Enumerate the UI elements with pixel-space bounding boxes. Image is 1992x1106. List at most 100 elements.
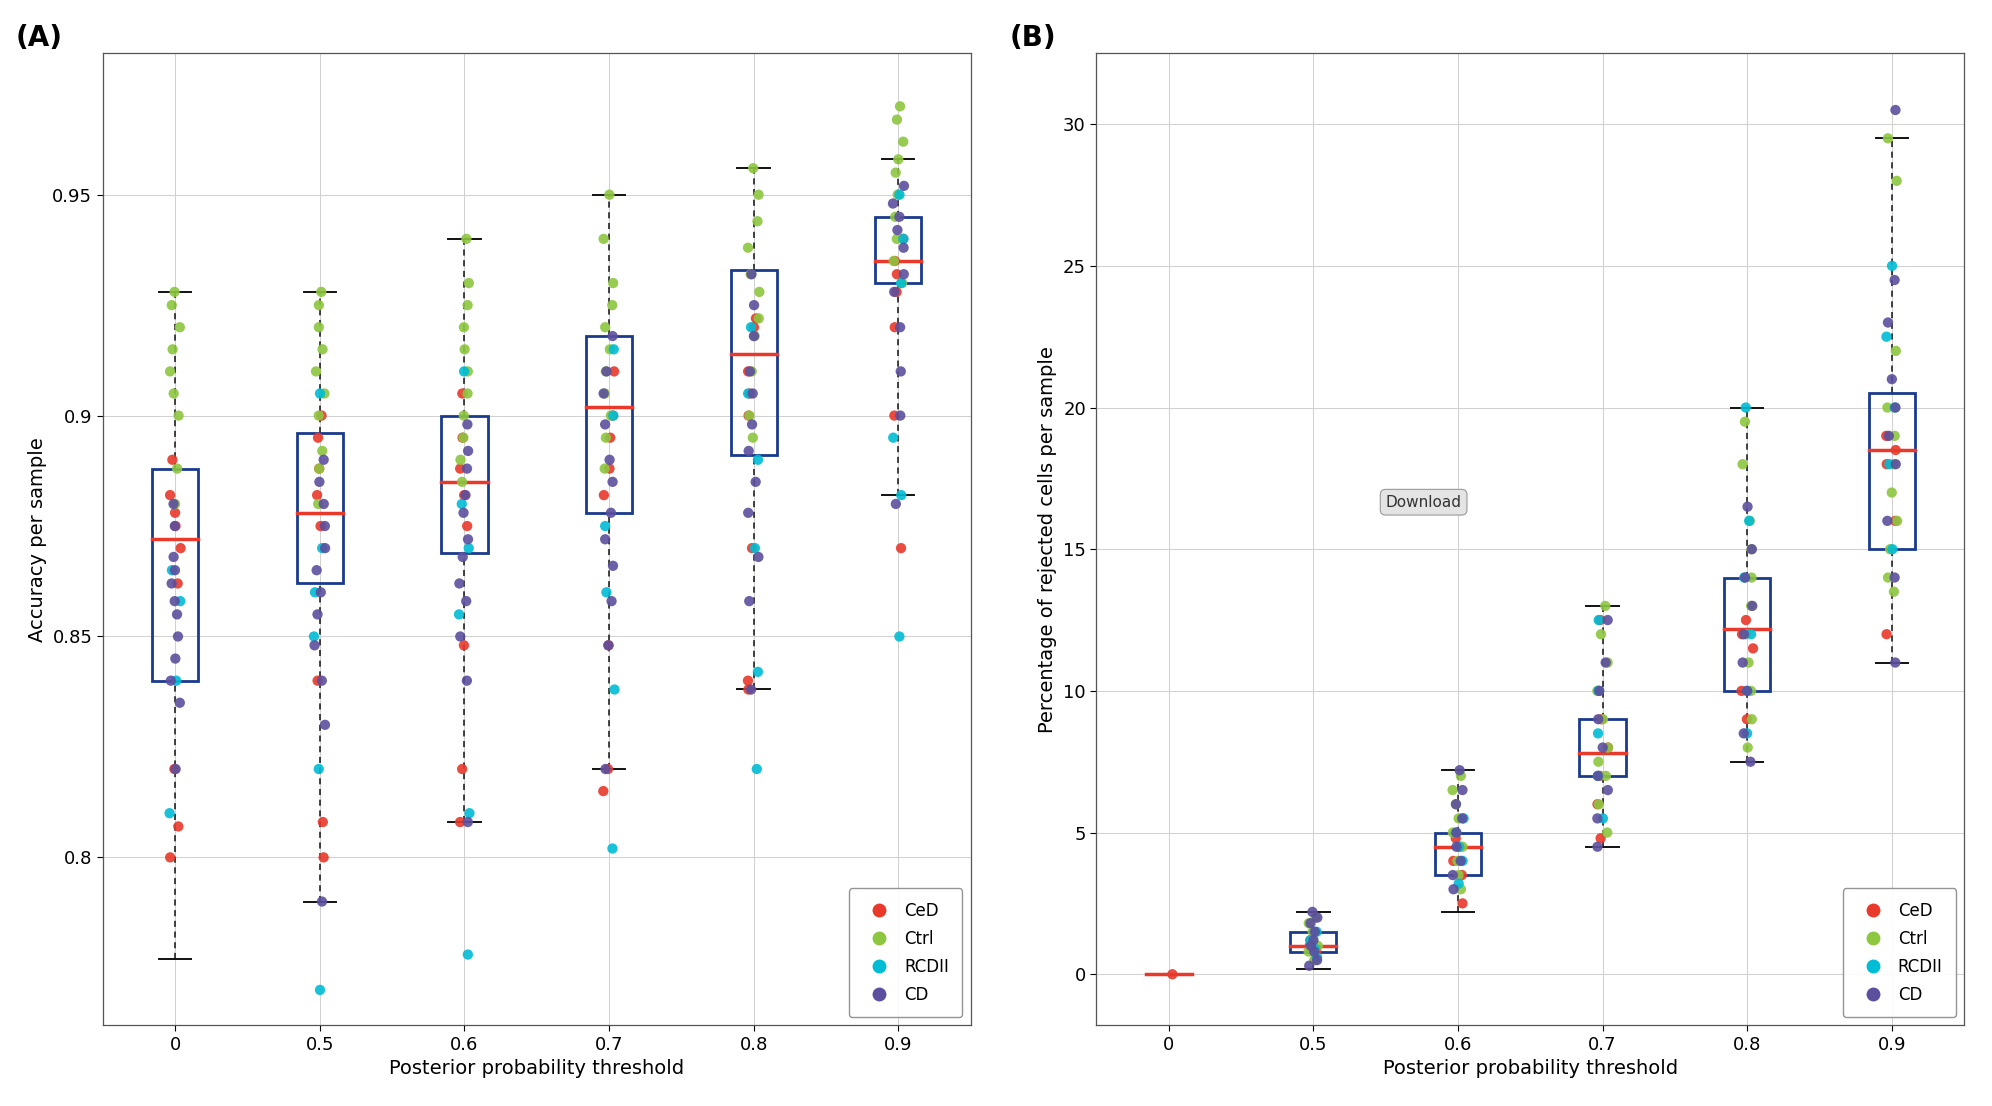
Point — [1880, 342, 1912, 359]
Point — [1444, 880, 1476, 898]
Point — [733, 385, 765, 403]
Point — [444, 575, 476, 593]
Point — [301, 606, 333, 624]
Point — [733, 442, 765, 460]
Point — [1582, 724, 1614, 742]
Point — [153, 363, 185, 380]
Point — [1872, 456, 1904, 473]
Point — [299, 584, 331, 602]
Point — [1301, 949, 1333, 967]
Point — [452, 813, 484, 831]
Point — [1878, 654, 1910, 671]
Point — [1436, 824, 1468, 842]
Point — [301, 671, 333, 689]
Point — [1444, 768, 1476, 785]
Point — [450, 671, 482, 689]
Point — [588, 230, 620, 248]
Point — [307, 442, 339, 460]
Point — [163, 407, 195, 425]
Point — [1448, 810, 1480, 827]
Point — [594, 460, 625, 478]
Point — [1727, 625, 1759, 643]
Point — [1878, 271, 1910, 289]
Point — [598, 341, 629, 358]
Point — [596, 593, 627, 611]
Point — [592, 636, 623, 654]
Point — [1582, 838, 1614, 856]
Point — [305, 584, 337, 602]
Point — [596, 407, 627, 425]
Point — [1727, 456, 1759, 473]
Point — [594, 451, 625, 469]
Point — [163, 319, 195, 336]
Point — [878, 208, 910, 226]
Point — [598, 274, 629, 292]
Point — [880, 265, 912, 283]
X-axis label: Posterior probability threshold: Posterior probability threshold — [388, 1060, 683, 1078]
Point — [1586, 625, 1618, 643]
Point — [303, 460, 335, 478]
Point — [305, 518, 337, 535]
Point — [1297, 904, 1329, 921]
Point — [1878, 456, 1910, 473]
Point — [1582, 682, 1614, 700]
Point — [165, 593, 197, 611]
Point — [159, 518, 191, 535]
Point — [309, 495, 341, 513]
Point — [446, 385, 478, 403]
Point — [1440, 838, 1472, 856]
Point — [886, 230, 918, 248]
Point — [1588, 739, 1619, 757]
Point — [741, 760, 773, 778]
Point — [1592, 824, 1623, 842]
Bar — [440, 416, 488, 553]
Point — [1442, 852, 1474, 869]
Point — [161, 606, 193, 624]
Point — [1586, 710, 1618, 728]
Point — [884, 97, 916, 115]
Point — [739, 540, 771, 557]
Point — [1444, 761, 1476, 779]
Point — [1731, 739, 1763, 757]
Point — [743, 283, 775, 301]
Point — [588, 487, 620, 504]
Point — [735, 319, 767, 336]
Point — [1733, 654, 1765, 671]
Point — [1446, 895, 1478, 912]
Text: Download: Download — [1386, 494, 1462, 510]
Point — [309, 540, 341, 557]
Point — [880, 111, 912, 128]
Text: (A): (A) — [16, 24, 64, 52]
Point — [1582, 682, 1614, 700]
Point — [157, 451, 189, 469]
Point — [743, 186, 775, 204]
Point — [1735, 568, 1767, 586]
Point — [1880, 512, 1912, 530]
Point — [737, 429, 769, 447]
Point — [878, 252, 910, 270]
Point — [1876, 371, 1908, 388]
Point — [1876, 541, 1908, 559]
Point — [452, 274, 484, 292]
Point — [159, 504, 191, 522]
Point — [733, 680, 765, 698]
Point — [442, 606, 474, 624]
Point — [448, 636, 480, 654]
Point — [157, 341, 189, 358]
Bar — [1580, 719, 1625, 776]
Point — [305, 407, 337, 425]
Point — [731, 239, 763, 257]
Point — [155, 562, 187, 580]
Point — [1440, 795, 1472, 813]
Bar — [1434, 833, 1482, 875]
Point — [1297, 931, 1329, 949]
Point — [590, 429, 622, 447]
Point — [884, 274, 916, 292]
Point — [448, 504, 480, 522]
Point — [737, 159, 769, 177]
Point — [155, 671, 187, 689]
Point — [307, 671, 339, 689]
Point — [1438, 852, 1470, 869]
Point — [307, 893, 339, 910]
Point — [1293, 915, 1325, 932]
